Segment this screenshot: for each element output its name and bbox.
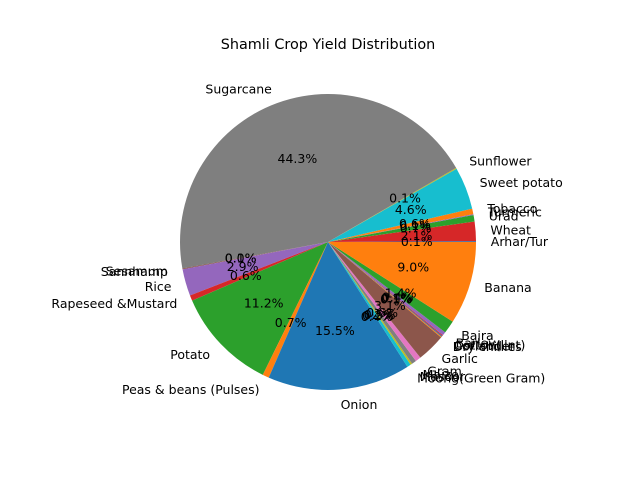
slice-label-arhar-tur: Arhar/Tur [491, 234, 549, 249]
percent-labels: 0.1%2.1%0.7%0.1%0.6%4.6%0.1%44.3%0.0%0.1… [225, 151, 433, 338]
slice-label-cotton-lint: Cotton(lint) [454, 338, 525, 353]
pct-label-masoor: 0.2% [362, 308, 394, 323]
slice-potato [192, 242, 328, 375]
pct-label-rice: 2.9% [227, 259, 259, 274]
slice-label-rice: Rice [145, 279, 172, 294]
slice-label-urad: Urad [489, 208, 519, 223]
slice-rapeseed-mustard [189, 242, 328, 301]
slice-cotton-lint [328, 242, 443, 337]
slice-label-potato: Potato [170, 347, 210, 362]
slice-dry-chillies [328, 242, 442, 338]
pct-label-banana: 9.0% [397, 259, 429, 274]
slice-label-coriander: Coriander [453, 338, 515, 353]
pct-label-coriander: 0.1% [381, 291, 413, 306]
slice-label-tobacco: Tobacco [486, 201, 537, 216]
slice-gram [328, 242, 421, 362]
pct-label-potato: 11.2% [244, 296, 284, 311]
slice-label-masoor: Masoor [420, 369, 466, 384]
pct-label-bajra: 1.4% [385, 286, 417, 301]
pct-label-onion: 15.5% [315, 323, 355, 338]
chart-title: Shamli Crop Yield Distribution [221, 37, 436, 53]
slice-label-banana: Banana [484, 280, 531, 295]
slice-label-onion: Onion [341, 397, 378, 412]
slice-label-maize: Maize [423, 367, 459, 382]
slice-banana [328, 242, 476, 322]
slice-label-sannhamp: Sannhamp [101, 264, 168, 279]
pie-slices [180, 94, 477, 390]
pct-label-cotton-lint: 0.1% [381, 291, 413, 306]
slice-label-sweet-potato: Sweet potato [480, 175, 563, 190]
pct-label-rapeseed-mustard: 0.6% [230, 268, 262, 283]
pct-label-barley: 0.4% [382, 290, 414, 305]
slice-urad [328, 215, 475, 242]
pct-label-sweet-potato: 4.6% [395, 202, 427, 217]
slice-coriander [328, 242, 443, 337]
slice-label-sesamum: Sesamum [106, 264, 168, 279]
slice-label-wheat: Wheat [490, 223, 531, 238]
slice-label-rapeseed-mustard: Rapeseed &Mustard [51, 296, 177, 311]
pct-label-arhar-tur: 0.1% [401, 234, 433, 249]
slice-arhar-tur [328, 241, 477, 242]
slice-rice [182, 242, 328, 296]
slice-sugarcane [180, 94, 457, 269]
pct-label-moong-green-gram: 0.4% [361, 309, 393, 324]
slice-moong-green-gram [328, 242, 411, 367]
slice-label-garlic: Garlic [442, 351, 478, 366]
slice-sweet-potato [328, 168, 473, 242]
slice-turmeric [328, 214, 474, 242]
pct-label-sesamum: 0.0% [225, 250, 257, 265]
slice-label-sunflower: Sunflower [469, 153, 532, 168]
slice-sunflower [328, 167, 457, 242]
slice-label-turmeric: Turmeric [487, 204, 542, 219]
slice-wheat [328, 221, 476, 242]
slice-sannhamp [182, 242, 328, 270]
pct-label-peas-beans-pulses: 0.7% [275, 315, 307, 330]
slice-bajra [328, 242, 453, 333]
slice-label-gram: Gram [427, 364, 462, 379]
pct-label-maize: 0.5% [364, 307, 396, 322]
slice-label-moong-green-gram: Moong(Green Gram) [417, 371, 545, 386]
pct-label-gram: 0.6% [366, 305, 398, 320]
slice-label-peas-beans-pulses: Peas & beans (Pulses) [122, 382, 260, 397]
slice-label-barley: Barley [456, 336, 497, 351]
slice-garlic [328, 242, 442, 358]
pct-label-tobacco: 0.6% [399, 216, 431, 231]
slice-barley [328, 242, 446, 336]
pct-label-sannhamp: 0.1% [225, 251, 257, 266]
slice-masoor [328, 242, 413, 365]
slice-label-sugarcane: Sugarcane [205, 82, 272, 97]
slice-maize [328, 242, 416, 364]
pct-label-wheat: 2.1% [401, 228, 433, 243]
slice-peas-beans-pulses [262, 242, 328, 378]
slice-tobacco [328, 208, 474, 242]
slice-label-dry-chillies: Dry chillies [453, 339, 522, 354]
pct-label-turmeric: 0.1% [399, 218, 431, 233]
pct-label-garlic: 3.1% [374, 298, 406, 313]
slice-label-bajra: Bajra [461, 328, 494, 343]
pct-label-dry-chillies: 0.1% [380, 292, 412, 307]
pct-label-urad: 0.7% [400, 220, 432, 235]
pct-label-sunflower: 0.1% [389, 190, 421, 205]
slice-onion [268, 242, 408, 390]
pct-label-sugarcane: 44.3% [278, 151, 318, 166]
